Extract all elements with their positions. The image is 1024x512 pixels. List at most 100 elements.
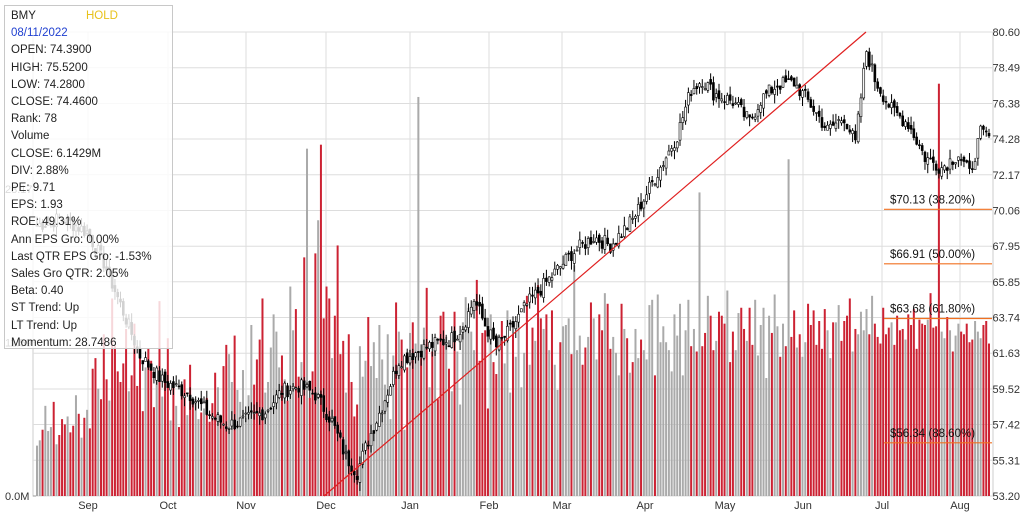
volume-bar — [971, 339, 974, 496]
candle-body — [614, 242, 618, 245]
volume-bar — [331, 358, 334, 496]
volume-bar — [94, 358, 97, 496]
candle-body — [957, 156, 960, 161]
candle-body — [517, 313, 520, 323]
volume-bar — [954, 335, 957, 496]
candle-body — [712, 82, 715, 101]
candle-body — [414, 352, 417, 358]
candle-body — [559, 266, 562, 269]
candle-body — [586, 238, 590, 248]
candle-body — [623, 225, 626, 237]
candle-body — [433, 337, 437, 352]
volume-bar — [169, 420, 172, 496]
volume-bar — [175, 405, 178, 496]
candle-body — [564, 254, 568, 266]
volume-bar — [486, 408, 489, 496]
candle-body — [553, 268, 557, 276]
volume-bar — [731, 331, 734, 496]
price-tick-label: 67.95 — [992, 241, 1020, 253]
candle-body — [475, 301, 479, 306]
stat-last-qtr-eps-gro: Last QTR EPS Gro: -1.53% — [11, 250, 152, 263]
volume-bar — [386, 334, 389, 496]
candle-body — [188, 394, 192, 401]
candle-body — [163, 371, 167, 383]
volume-bar — [756, 355, 759, 496]
volume-bar — [517, 317, 520, 496]
volume-bar — [177, 427, 180, 496]
candle-body — [968, 160, 971, 169]
volume-bar — [261, 298, 264, 496]
volume-bar — [219, 416, 222, 496]
volume-bar — [751, 344, 754, 496]
volume-bar — [932, 327, 935, 496]
volume-bar — [648, 305, 651, 496]
volume-bar — [77, 413, 80, 496]
month-label: Dec — [316, 500, 336, 512]
volume-bar — [807, 303, 810, 496]
candle-body — [703, 88, 707, 90]
volume-bar — [854, 328, 857, 496]
candle-body — [873, 64, 877, 83]
stat-close: CLOSE: 74.4600 — [11, 96, 98, 109]
volume-bar — [642, 350, 645, 496]
candle-body — [272, 402, 275, 407]
volume-bar — [606, 303, 609, 496]
candle-body — [584, 244, 587, 249]
volume-bar — [253, 384, 256, 496]
candle-body — [550, 277, 554, 281]
price-tick-label: 70.06 — [992, 205, 1020, 217]
volume-bar — [436, 399, 439, 496]
volume-bar — [63, 424, 66, 496]
stat-rank: Rank: 78 — [11, 113, 58, 126]
volume-bar — [66, 416, 69, 496]
volume-bar — [795, 347, 798, 496]
volume-bar — [923, 324, 926, 496]
candle-body — [815, 112, 818, 114]
candle-body — [973, 161, 977, 170]
candle-body — [531, 294, 534, 297]
candle-body — [706, 82, 710, 91]
candle-body — [252, 412, 256, 414]
month-label: Nov — [236, 500, 256, 512]
volume-bar — [183, 379, 186, 496]
volume-bar — [556, 389, 559, 496]
volume-bar — [512, 334, 514, 496]
volume-bar — [623, 328, 626, 496]
volume-bar — [687, 299, 690, 496]
candle-body — [982, 125, 985, 130]
volume-bar — [216, 387, 219, 496]
volume-bar — [208, 421, 211, 496]
candle-body — [425, 346, 429, 349]
candle-body — [670, 148, 673, 152]
volume-bar — [921, 323, 924, 496]
price-tick-label: 76.38 — [992, 98, 1020, 110]
volume-bar — [158, 301, 161, 496]
candle-body — [653, 183, 657, 186]
candle-body — [870, 63, 874, 66]
volume-bar — [269, 347, 272, 496]
volume-bar — [152, 407, 155, 496]
candle-body — [244, 412, 248, 415]
volume-bar — [620, 303, 623, 496]
candle-body — [236, 425, 239, 428]
candle-body — [862, 68, 866, 99]
volume-bar — [768, 315, 771, 496]
candle-body — [355, 475, 359, 480]
candle-body — [756, 109, 760, 117]
volume-bar — [698, 192, 701, 496]
candle-body — [731, 103, 735, 106]
fib-level-label: $63.68 (61.80%) — [890, 304, 975, 316]
volume-bar — [180, 393, 183, 496]
volume-bar — [876, 336, 879, 496]
candle-body — [469, 306, 473, 315]
volume-bar — [473, 350, 476, 496]
candle-body — [327, 416, 331, 423]
volume-bar — [456, 351, 459, 496]
candle-body — [375, 422, 378, 431]
candle-body — [417, 351, 420, 353]
volume-bar — [790, 336, 793, 496]
candle-body — [428, 342, 431, 350]
volume-bar — [985, 321, 988, 496]
volume-bar — [776, 326, 779, 496]
candle-body — [678, 122, 682, 141]
